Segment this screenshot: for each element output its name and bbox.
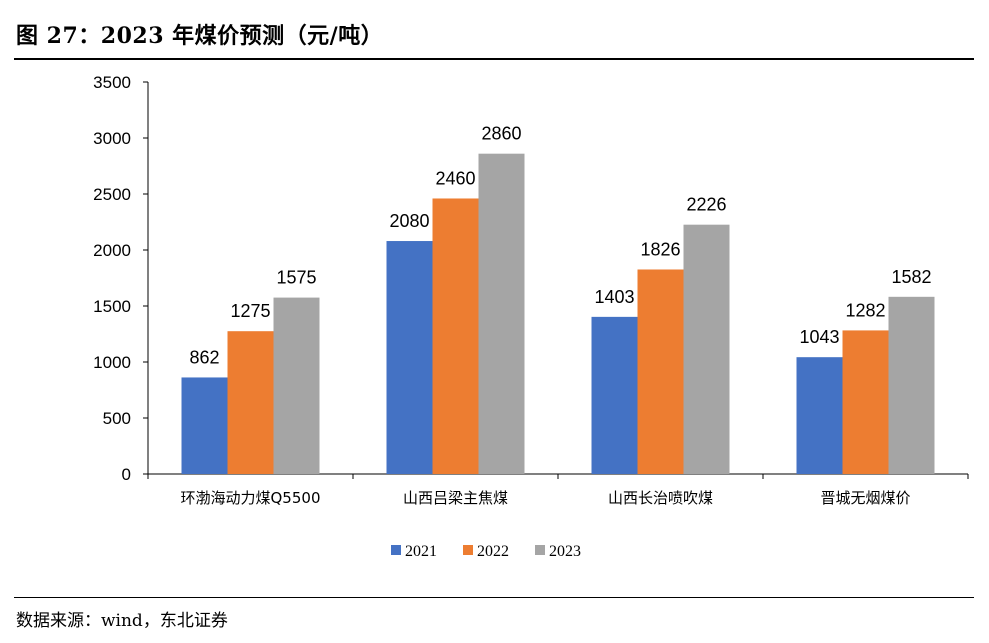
legend-swatch-2022	[463, 545, 473, 555]
x-category-label: 山西长治喷吹煤	[608, 489, 713, 507]
y-tick-label: 0	[122, 465, 131, 484]
figure-title: 图 27：2023 年煤价预测（元/吨）	[16, 23, 384, 49]
data-label: 1043	[799, 327, 839, 347]
data-label: 1826	[640, 239, 680, 259]
data-label: 2226	[686, 195, 726, 215]
legend-label: 2022	[477, 543, 509, 560]
title-divider	[14, 58, 974, 60]
bar-2022	[842, 330, 889, 474]
y-tick-label: 1500	[93, 297, 131, 316]
y-tick-label: 3500	[93, 73, 131, 92]
data-source-note: 数据来源：wind，东北证券	[16, 611, 228, 631]
bar-2023	[888, 296, 935, 474]
legend-swatch-2023	[535, 545, 545, 555]
bar-2023	[478, 153, 525, 474]
legend-label: 2021	[405, 543, 437, 560]
bar-2022	[432, 198, 479, 475]
y-tick-label: 500	[103, 409, 131, 428]
data-label: 2080	[389, 211, 429, 231]
bar-2021	[386, 241, 433, 474]
x-category-label: 环渤海动力煤Q5500	[181, 489, 321, 507]
y-tick-label: 1000	[93, 353, 131, 372]
data-label: 1282	[845, 300, 885, 320]
legend-label: 2023	[549, 543, 581, 560]
bar-2022	[227, 331, 274, 474]
x-category-label: 晋城无烟煤价	[820, 489, 910, 507]
bar-2022	[637, 269, 684, 474]
bar-2023	[683, 224, 730, 474]
source-divider	[14, 597, 974, 598]
data-label: 1403	[594, 287, 634, 307]
x-category-label: 山西吕梁主焦煤	[403, 489, 508, 507]
legend-swatch-2021	[391, 545, 401, 555]
data-label: 1275	[230, 301, 270, 321]
data-label: 1582	[891, 267, 931, 287]
bar-chart: 0 500 1000 1500 2000 2500 3000 3500 862 1275 1575 环…	[93, 73, 969, 560]
bar-2023	[273, 297, 320, 474]
y-tick-label: 3000	[93, 129, 131, 148]
data-label: 2860	[481, 124, 521, 144]
y-tick-label: 2500	[93, 185, 131, 204]
y-tick-label: 2000	[93, 241, 131, 260]
data-label: 862	[189, 347, 219, 367]
bar-2021	[181, 377, 228, 474]
data-label: 1575	[276, 268, 316, 288]
bar-2021	[591, 316, 638, 474]
bar-2021	[796, 357, 843, 474]
data-label: 2460	[435, 168, 475, 188]
